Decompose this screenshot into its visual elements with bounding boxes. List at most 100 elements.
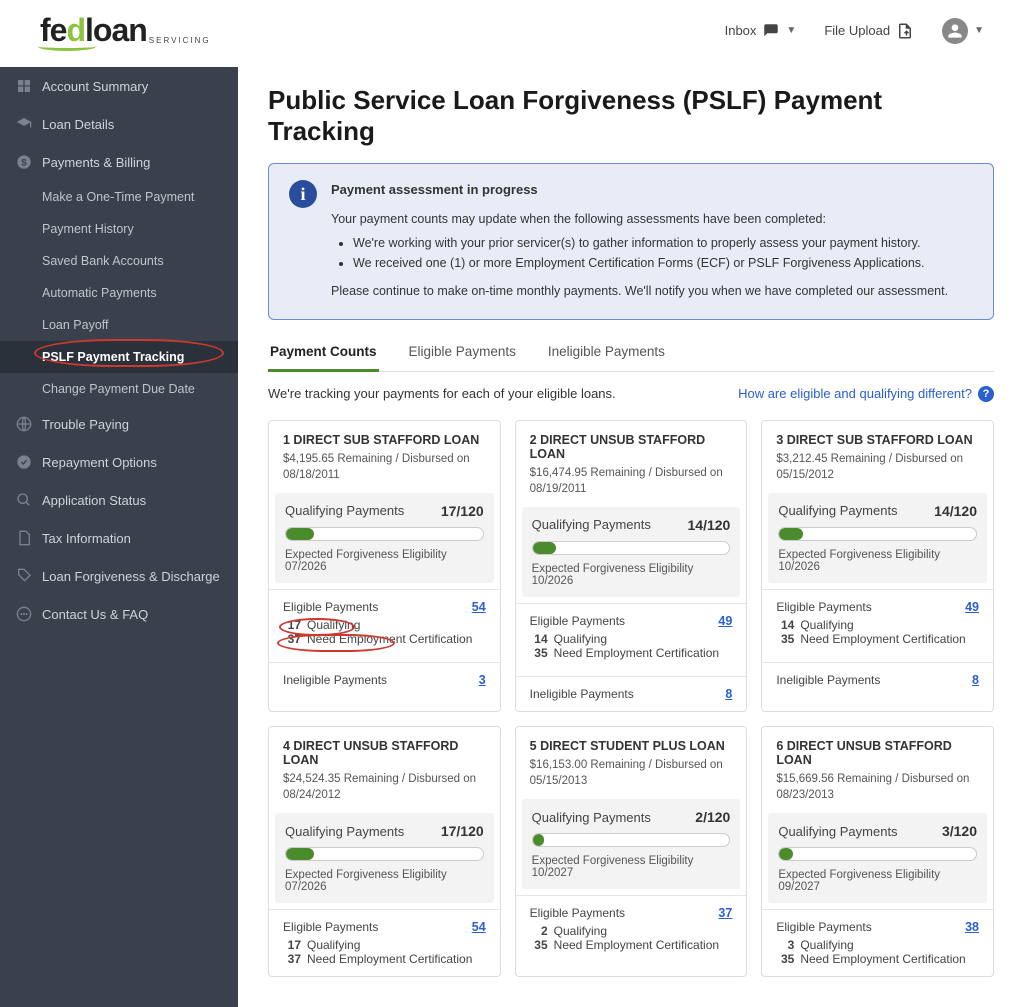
file-upload-button[interactable]: File Upload bbox=[824, 22, 914, 40]
qualifying-count: 3/120 bbox=[942, 823, 977, 839]
notice-title: Payment assessment in progress bbox=[331, 180, 948, 201]
svg-text:$: $ bbox=[21, 157, 27, 167]
sidebar-item-loan-forgiveness-discharge[interactable]: Loan Forgiveness & Discharge bbox=[0, 557, 238, 595]
notice-outro: Please continue to make on-time monthly … bbox=[331, 281, 948, 301]
inbox-button[interactable]: Inbox ▼ bbox=[725, 22, 797, 40]
sidebar-sub-payment-history[interactable]: Payment History bbox=[0, 213, 238, 245]
page-title: Public Service Loan Forgiveness (PSLF) P… bbox=[268, 85, 994, 147]
sidebar-sub-pslf-payment-tracking[interactable]: PSLF Payment Tracking bbox=[0, 341, 238, 373]
qualifying-count: 17/120 bbox=[441, 503, 484, 519]
ineligible-section: Ineligible Payments3 bbox=[269, 662, 500, 697]
eligible-link[interactable]: 38 bbox=[965, 920, 979, 934]
eligible-link[interactable]: 54 bbox=[472, 600, 486, 614]
sidebar-sub-automatic-payments[interactable]: Automatic Payments bbox=[0, 277, 238, 309]
qualifying-block: Qualifying Payments17/120Expected Forgiv… bbox=[275, 493, 494, 583]
eligible-section: Eligible Payments5417Qualifying37Need Em… bbox=[269, 909, 500, 976]
logo-subtitle: SERVICING bbox=[149, 36, 211, 45]
expected-date: Expected Forgiveness Eligibility 10/2026 bbox=[778, 549, 977, 573]
qualifying-count: 14/120 bbox=[934, 503, 977, 519]
logo[interactable]: fedloan SERVICING bbox=[40, 12, 211, 49]
loan-title: 6 DIRECT UNSUB STAFFORD LOAN bbox=[776, 739, 979, 767]
expected-date: Expected Forgiveness Eligibility 09/2027 bbox=[778, 869, 977, 893]
progress-bar bbox=[778, 527, 977, 541]
info-icon: i bbox=[289, 180, 317, 208]
eligible-section: Eligible Payments4914Qualifying35Need Em… bbox=[516, 603, 747, 670]
account-menu[interactable]: ▼ bbox=[942, 18, 984, 44]
sidebar-sub-loan-payoff[interactable]: Loan Payoff bbox=[0, 309, 238, 341]
eligible-section: Eligible Payments5417Qualifying37Need Em… bbox=[269, 589, 500, 656]
help-icon: ? bbox=[978, 386, 994, 402]
loan-card: 5 DIRECT STUDENT PLUS LOAN $16,153.00 Rem… bbox=[515, 726, 748, 977]
sidebar-item-trouble-paying[interactable]: Trouble Paying bbox=[0, 405, 238, 443]
help-link-text: How are eligible and qualifying differen… bbox=[738, 386, 972, 401]
sidebar-item-loan-details[interactable]: Loan Details bbox=[0, 105, 238, 143]
eligible-link[interactable]: 49 bbox=[965, 600, 979, 614]
sidebar-item-payments-billing[interactable]: $Payments & Billing bbox=[0, 143, 238, 181]
sidebar-item-application-status[interactable]: Application Status bbox=[0, 481, 238, 519]
eligible-link[interactable]: 54 bbox=[472, 920, 486, 934]
notice-bullet: We're working with your prior servicer(s… bbox=[353, 233, 948, 253]
eligible-link[interactable]: 49 bbox=[718, 614, 732, 628]
tab-payment-counts[interactable]: Payment Counts bbox=[268, 334, 379, 372]
expected-date: Expected Forgiveness Eligibility 07/2026 bbox=[285, 549, 484, 573]
eligible-section: Eligible Payments383Qualifying35Need Emp… bbox=[762, 909, 993, 976]
loan-card: 6 DIRECT UNSUB STAFFORD LOAN $15,669.56 R… bbox=[761, 726, 994, 977]
ineligible-link[interactable]: 8 bbox=[725, 687, 732, 701]
inbox-icon bbox=[762, 22, 780, 40]
loan-title: 2 DIRECT UNSUB STAFFORD LOAN bbox=[530, 433, 733, 461]
upload-icon bbox=[896, 22, 914, 40]
qualifying-block: Qualifying Payments14/120Expected Forgiv… bbox=[522, 507, 741, 597]
ineligible-link[interactable]: 8 bbox=[972, 673, 979, 687]
sidebar-sub-change-payment-due-date[interactable]: Change Payment Due Date bbox=[0, 373, 238, 405]
loan-card: 4 DIRECT UNSUB STAFFORD LOAN$24,524.35 R… bbox=[268, 726, 501, 977]
sidebar-item-repayment-options[interactable]: Repayment Options bbox=[0, 443, 238, 481]
notice-intro: Your payment counts may update when the … bbox=[331, 209, 948, 229]
eligible-section: Eligible Payments4914Qualifying35Need Em… bbox=[762, 589, 993, 656]
qualifying-block: Qualifying Payments3/120Expected Forgive… bbox=[768, 813, 987, 903]
qualifying-count: 2/120 bbox=[695, 809, 730, 825]
tabs: Payment Counts Eligible Payments Ineligibl… bbox=[268, 334, 994, 372]
assessment-notice: i Payment assessment in progress Your pa… bbox=[268, 163, 994, 320]
loan-card: 1 DIRECT SUB STAFFORD LOAN $4,195.65 Rema… bbox=[268, 420, 501, 712]
inbox-label: Inbox bbox=[725, 23, 757, 38]
chevron-down-icon: ▼ bbox=[974, 25, 984, 36]
qualifying-block: Qualifying Payments14/120Expected Forgiv… bbox=[768, 493, 987, 583]
qualifying-block: Qualifying Payments2/120Expected Forgive… bbox=[522, 799, 741, 889]
progress-bar bbox=[778, 847, 977, 861]
eligible-link[interactable]: 37 bbox=[718, 906, 732, 920]
notice-bullet: We received one (1) or more Employment C… bbox=[353, 253, 948, 273]
progress-bar bbox=[285, 527, 484, 541]
loan-subtitle: $15,669.56 Remaining / Disbursed on 08/2… bbox=[776, 771, 979, 803]
loan-title: 3 DIRECT SUB STAFFORD LOAN bbox=[776, 433, 979, 447]
ineligible-link[interactable]: 3 bbox=[479, 673, 486, 687]
loan-title: 1 DIRECT SUB STAFFORD LOAN bbox=[283, 433, 486, 447]
logo-d: d bbox=[66, 12, 85, 48]
loan-subtitle: $16,153.00 Remaining / Disbursed on 05/1… bbox=[530, 757, 733, 789]
main-content: Public Service Loan Forgiveness (PSLF) P… bbox=[238, 67, 1024, 1007]
help-link[interactable]: How are eligible and qualifying differen… bbox=[738, 386, 994, 402]
logo-pre: fe bbox=[40, 12, 66, 48]
loan-card: 3 DIRECT SUB STAFFORD LOAN $3,212.45 Rema… bbox=[761, 420, 994, 712]
avatar-icon bbox=[942, 18, 968, 44]
loan-subtitle: $3,212.45 Remaining / Disbursed on 05/15… bbox=[776, 451, 979, 483]
sidebar: Account SummaryLoan Details$Payments & B… bbox=[0, 67, 238, 1007]
sidebar-item-contact-us-faq[interactable]: Contact Us & FAQ bbox=[0, 595, 238, 633]
tab-ineligible-payments[interactable]: Ineligible Payments bbox=[546, 334, 667, 371]
sidebar-sub-make-a-one-time-payment[interactable]: Make a One-Time Payment bbox=[0, 181, 238, 213]
file-upload-label: File Upload bbox=[824, 23, 890, 38]
loan-title: 4 DIRECT UNSUB STAFFORD LOAN bbox=[283, 739, 486, 767]
progress-bar bbox=[532, 541, 731, 555]
logo-post: loan bbox=[85, 12, 147, 48]
loan-title: 5 DIRECT STUDENT PLUS LOAN bbox=[530, 739, 733, 753]
tab-eligible-payments[interactable]: Eligible Payments bbox=[407, 334, 518, 371]
qualifying-block: Qualifying Payments17/120Expected Forgiv… bbox=[275, 813, 494, 903]
loan-subtitle: $4,195.65 Remaining / Disbursed on 08/18… bbox=[283, 451, 486, 483]
ineligible-section: Ineligible Payments8 bbox=[762, 662, 993, 697]
sidebar-sub-saved-bank-accounts[interactable]: Saved Bank Accounts bbox=[0, 245, 238, 277]
loan-card: 2 DIRECT UNSUB STAFFORD LOAN$16,474.95 R… bbox=[515, 420, 748, 712]
sidebar-item-account-summary[interactable]: Account Summary bbox=[0, 67, 238, 105]
sidebar-item-tax-information[interactable]: Tax Information bbox=[0, 519, 238, 557]
ineligible-section: Ineligible Payments8 bbox=[516, 676, 747, 711]
expected-date: Expected Forgiveness Eligibility 07/2026 bbox=[285, 869, 484, 893]
progress-bar bbox=[285, 847, 484, 861]
